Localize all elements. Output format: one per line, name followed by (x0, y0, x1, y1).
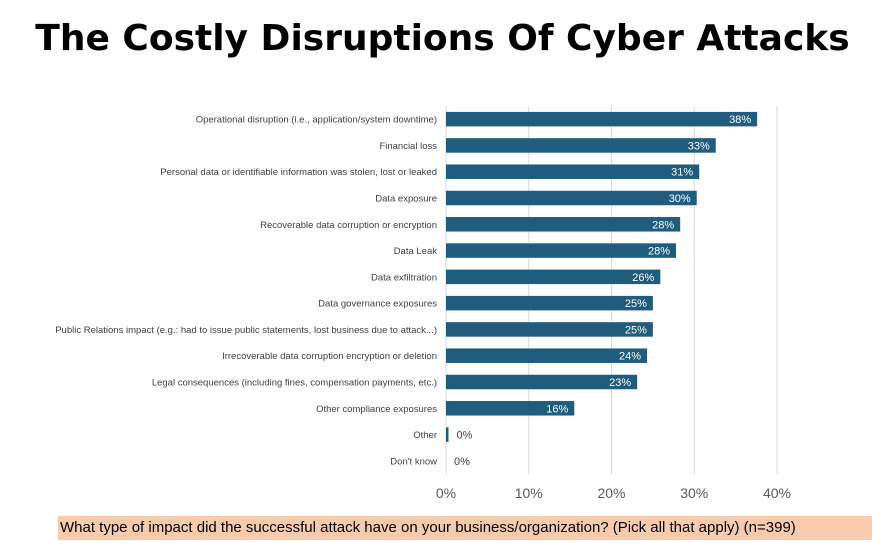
bar (446, 322, 653, 337)
bar (446, 190, 697, 206)
survey-question-footnote: What type of impact did the successful a… (58, 516, 872, 540)
x-tick-label: 20% (597, 485, 625, 501)
category-label: Recoverable data corruption or encryptio… (260, 220, 437, 231)
data-label: 24% (619, 351, 641, 363)
category-label: Legal consequences (including fines, com… (152, 378, 437, 389)
bar (446, 295, 653, 311)
x-tick-label: 10% (515, 485, 543, 501)
x-tick-label: 40% (763, 485, 791, 501)
category-label: Don't know (390, 456, 437, 467)
category-label: Irrecoverable data corruption encryption… (222, 351, 437, 362)
bar (446, 401, 575, 416)
data-label: 28% (648, 246, 670, 258)
category-label: Other (413, 430, 437, 441)
bar (446, 427, 449, 442)
x-tick-label: 0% (436, 485, 456, 501)
data-label: 16% (546, 403, 568, 415)
chart-title: The Costly Disruptions Of Cyber Attacks (35, 18, 850, 59)
x-tick-label: 30% (680, 485, 708, 501)
data-label: 28% (652, 219, 674, 231)
category-label: Data Leak (394, 246, 438, 257)
data-label: 25% (625, 298, 647, 310)
data-label: 25% (625, 324, 647, 336)
bar (446, 138, 716, 153)
bar (446, 269, 661, 285)
data-label: 0% (454, 456, 470, 468)
category-label: Operational disruption (i.e., applicatio… (196, 115, 437, 126)
bar (446, 164, 700, 179)
category-label: Personal data or identifiable informatio… (160, 167, 437, 178)
category-label: Other compliance exposures (316, 404, 437, 415)
data-label: 23% (609, 377, 631, 389)
data-label: 33% (688, 140, 710, 152)
data-label: 38% (729, 114, 751, 126)
data-label: 26% (632, 272, 654, 284)
data-label: 31% (671, 167, 693, 179)
bar (446, 243, 677, 258)
data-label: 0% (456, 430, 472, 442)
bar (446, 374, 638, 390)
category-label: Data governance exposures (318, 299, 437, 310)
bar (446, 217, 681, 232)
category-label: Financial loss (379, 141, 437, 152)
bar (446, 111, 758, 127)
data-label: 30% (669, 193, 691, 205)
bar (446, 348, 648, 363)
category-label: Data exfiltration (371, 272, 437, 283)
category-label: Data exposure (375, 194, 437, 205)
category-label: Public Relations impact (e.g.: had to is… (55, 325, 437, 336)
